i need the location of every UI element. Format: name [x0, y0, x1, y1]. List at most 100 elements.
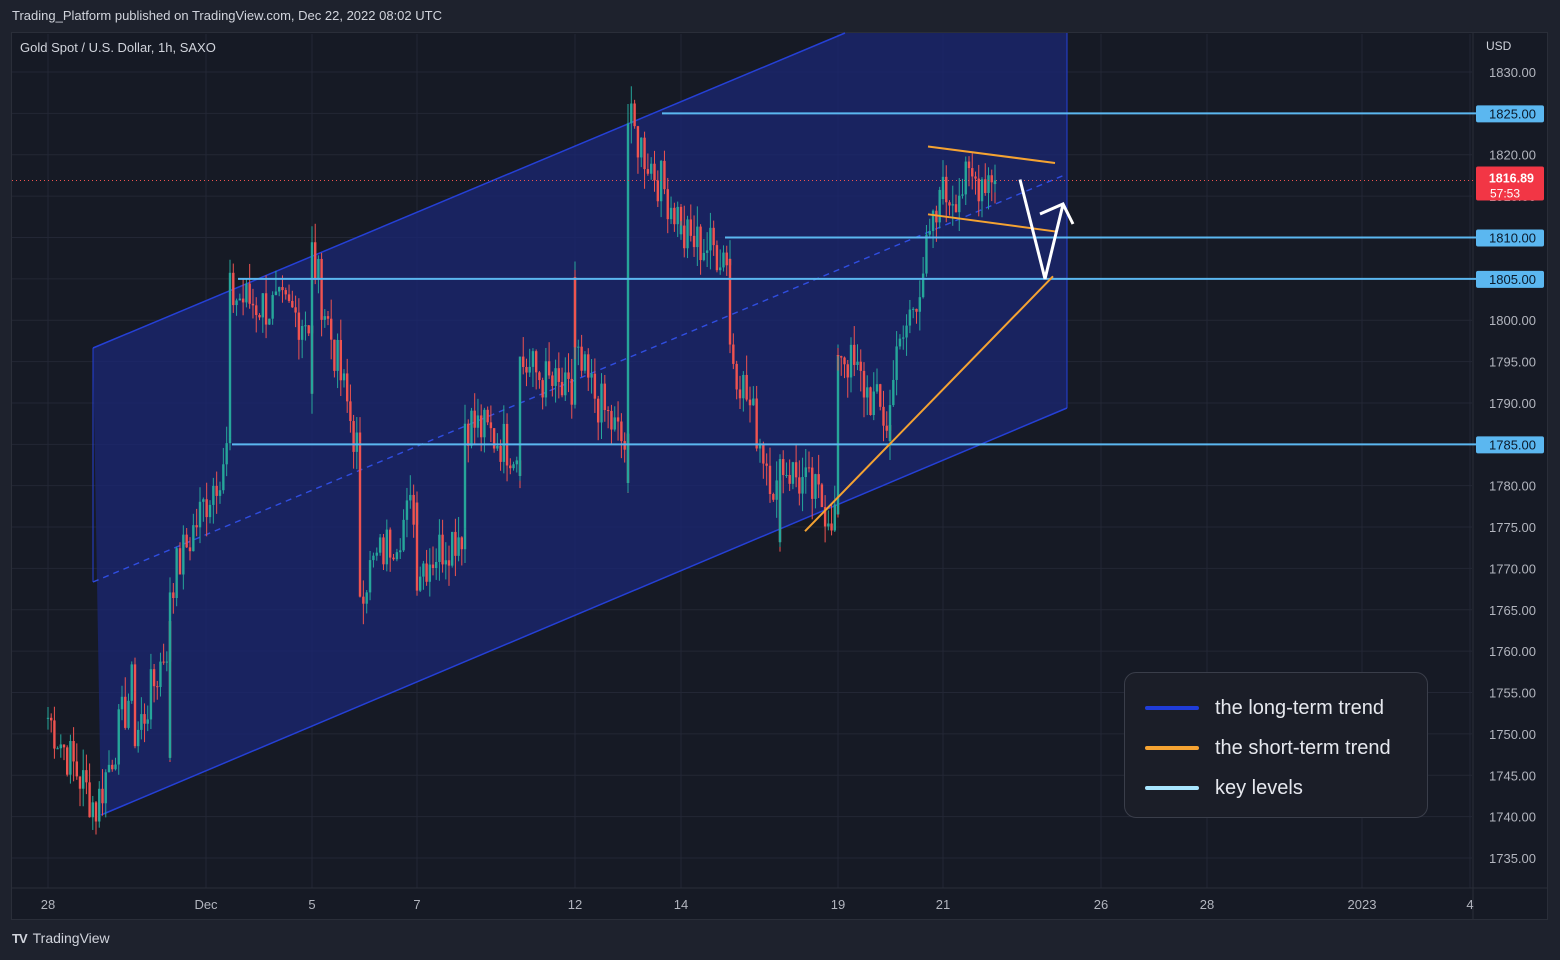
candle-body-23	[120, 696, 124, 710]
candle-body-75	[278, 287, 281, 292]
candle-body-42	[172, 592, 175, 599]
candle-body-311	[977, 178, 980, 202]
candle-body-163	[544, 361, 548, 398]
channel-upper-line	[92, 32, 846, 349]
candle-body-215	[692, 235, 696, 248]
long-term-channel	[92, 32, 1068, 816]
candle-body-152	[512, 464, 515, 469]
candle-body-134	[457, 537, 460, 556]
candle-body-313	[984, 179, 987, 193]
candle-body-11	[82, 770, 85, 789]
candle-body-306	[961, 194, 964, 196]
price-badge-1810.00	[1476, 229, 1544, 247]
candle-body-52	[205, 499, 208, 518]
candle-body-138	[467, 423, 470, 446]
price-tick-label-16: 1750.00	[1489, 727, 1536, 742]
price-tick-label-0: 1830.00	[1489, 65, 1536, 80]
candle-body-232	[745, 374, 748, 400]
candle-body-295	[931, 210, 935, 232]
price-tick-label-14: 1760.00	[1489, 644, 1536, 659]
candle-body-199	[643, 137, 646, 170]
candle-body-2	[53, 720, 56, 749]
candle-body-205	[663, 160, 666, 190]
candle-body-287	[905, 325, 908, 338]
candle-body-198	[640, 137, 643, 158]
candle-body-15	[94, 802, 98, 822]
candle-body-18	[104, 772, 107, 804]
candle-body-14	[91, 802, 94, 818]
candle-body-222	[715, 245, 719, 271]
candle-body-82	[300, 325, 304, 340]
candle-body-301	[945, 176, 948, 203]
candle-body-282	[888, 405, 892, 441]
candle-body-136	[463, 528, 467, 550]
candle-body-277	[879, 384, 882, 407]
candle-body-245	[782, 459, 785, 476]
price-axis: 1830.001825.001820.001815.001810.001805.…	[1476, 65, 1544, 866]
legend-label-short-term: the short-term trend	[1215, 736, 1391, 759]
candle-body-256	[817, 474, 820, 485]
price-badge-1825.00	[1476, 105, 1544, 123]
candle-body-121	[415, 502, 419, 591]
candle-body-197	[636, 126, 640, 158]
candle-body-104	[362, 596, 365, 604]
candle-body-20	[111, 764, 114, 770]
candle-body-180	[593, 373, 597, 399]
candle-body-202	[653, 163, 656, 181]
candle-body-187	[616, 417, 620, 422]
candle-body-65	[245, 283, 248, 303]
channel-mid-line	[92, 173, 1068, 583]
candle-body-160	[534, 351, 538, 373]
candle-body-208	[673, 207, 676, 225]
candle-body-218	[702, 252, 706, 261]
price-badge-label-1810.00: 1810.00	[1489, 230, 1536, 245]
candle-body-278	[882, 406, 885, 426]
candle-body-133	[454, 531, 457, 556]
candle-body-182	[600, 383, 603, 423]
projection-arrow-path	[1018, 179, 1065, 280]
candle-body-101	[355, 432, 358, 452]
candle-body-178	[587, 354, 590, 378]
candle-body-260	[830, 523, 833, 531]
candle-body-296	[935, 210, 938, 223]
candle-body-279	[885, 425, 888, 431]
tradingview-brand[interactable]: TV TradingView	[12, 930, 110, 946]
candle-body-315	[990, 175, 993, 183]
candle-body-265	[840, 356, 843, 358]
candle-body-307	[964, 161, 967, 195]
candle-body-109	[378, 537, 382, 553]
candle-body-17	[101, 788, 104, 804]
candle-body-24	[124, 696, 127, 728]
candle-body-3	[56, 748, 59, 750]
candle-body-94	[333, 339, 336, 371]
candle-body-170	[567, 372, 570, 379]
candle-body-255	[814, 474, 817, 499]
candle-body-297	[938, 189, 941, 223]
candle-body-1	[50, 717, 53, 721]
time-tick-label-4: 12	[568, 897, 582, 912]
price-badge-label-1785.00: 1785.00	[1489, 437, 1536, 452]
channel-fill	[93, 33, 1067, 815]
price-tick-label-6: 1800.00	[1489, 313, 1536, 328]
candle-body-216	[696, 226, 699, 248]
price-badge-1785.00	[1476, 436, 1544, 454]
candle-body-206	[666, 189, 669, 220]
candle-body-125	[428, 564, 431, 582]
candle-body-146	[492, 428, 496, 449]
candle-body-100	[352, 421, 355, 452]
currency-label: USD	[1486, 39, 1512, 53]
candle-body-310	[974, 176, 977, 179]
candle-body-167	[557, 368, 561, 382]
candle-body-291	[918, 297, 922, 312]
candle-body-119	[412, 494, 415, 525]
candle-body-62	[235, 300, 238, 306]
candle-body-172	[573, 403, 577, 405]
candle-body-250	[798, 477, 801, 494]
candle-body-60	[228, 272, 232, 438]
price-tick-label-7: 1795.00	[1489, 355, 1536, 370]
candle-body-257	[820, 484, 824, 508]
candle-body-238	[765, 463, 768, 466]
candle-body-223	[719, 267, 722, 271]
candle-body-317	[993, 180, 997, 185]
candle-body-244	[778, 459, 782, 543]
